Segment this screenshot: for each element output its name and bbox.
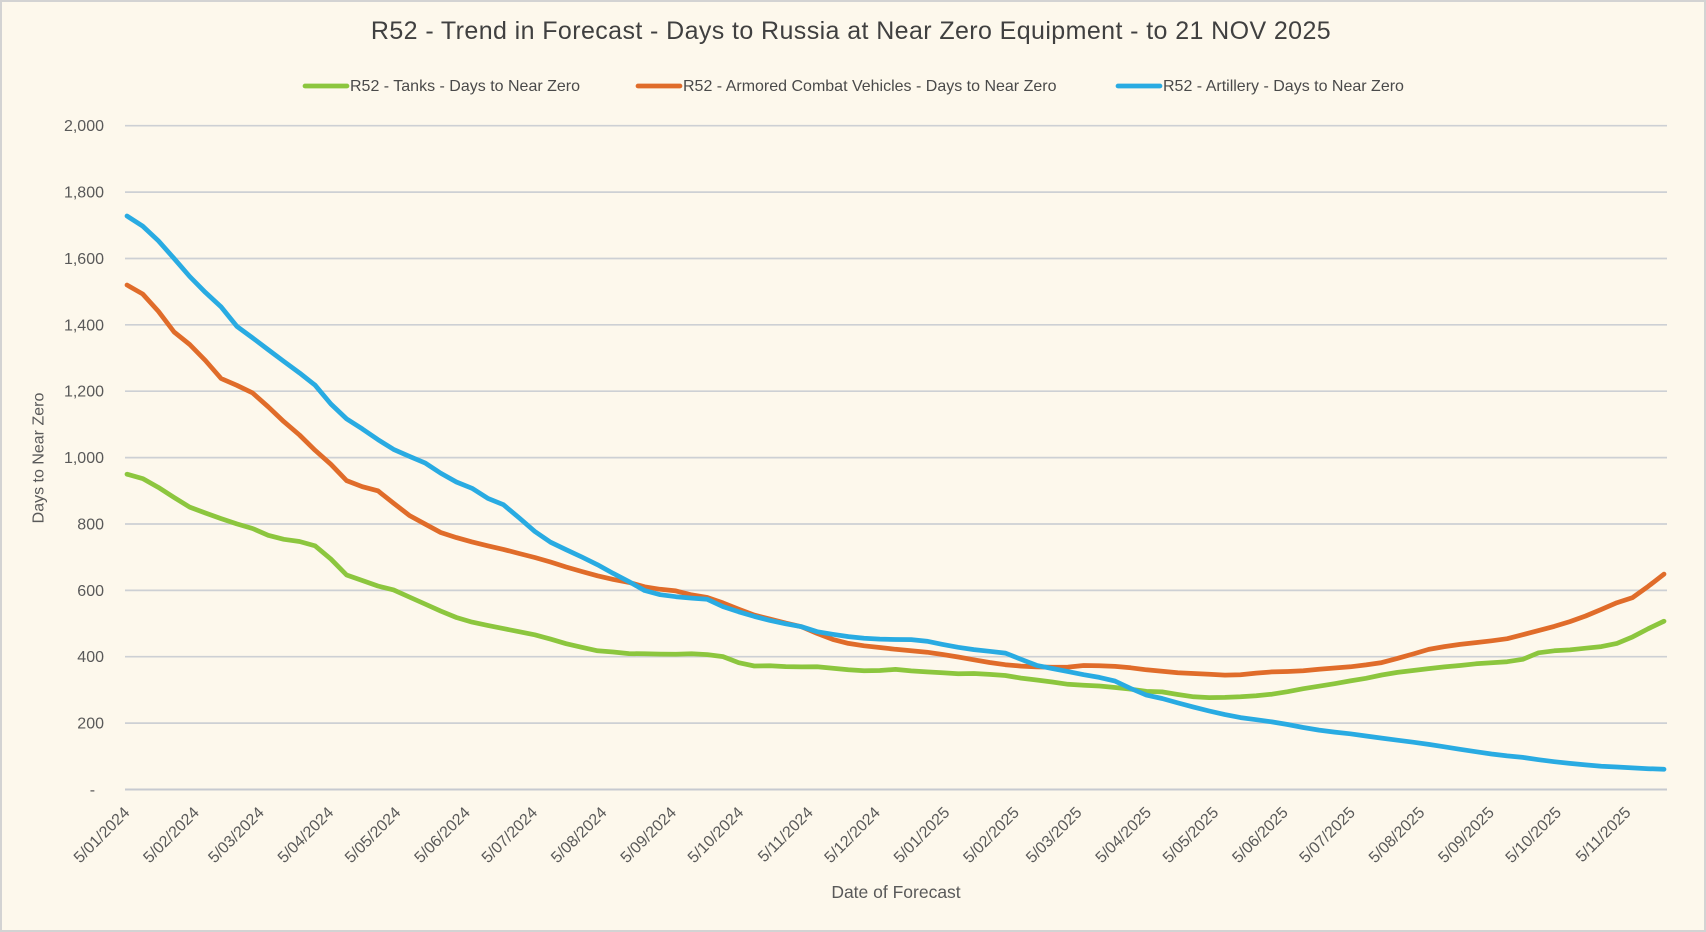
svg-text:2,000: 2,000 [64,118,104,135]
svg-text:1,800: 1,800 [64,185,104,202]
svg-text:Date of Forecast: Date of Forecast [831,882,960,902]
svg-text:5/10/2025: 5/10/2025 [1503,804,1565,866]
svg-text:R52 - Artillery - Days to Near: R52 - Artillery - Days to Near Zero [1163,78,1404,95]
svg-text:5/11/2024: 5/11/2024 [755,804,817,866]
svg-text:5/07/2025: 5/07/2025 [1297,804,1359,866]
svg-text:5/02/2024: 5/02/2024 [140,804,202,866]
svg-text:5/09/2024: 5/09/2024 [618,804,680,866]
svg-text:5/10/2024: 5/10/2024 [685,804,747,866]
svg-text:-: - [90,782,104,799]
svg-text:200: 200 [77,716,104,733]
svg-text:Days to Near Zero: Days to Near Zero [31,393,48,524]
svg-text:5/08/2025: 5/08/2025 [1366,804,1428,866]
svg-text:400: 400 [77,649,104,666]
svg-text:5/04/2024: 5/04/2024 [275,804,337,866]
svg-text:R52 - Trend in Forecast - Days: R52 - Trend in Forecast - Days to Russia… [371,17,1331,45]
svg-text:5/07/2024: 5/07/2024 [479,804,541,866]
svg-text:5/01/2024: 5/01/2024 [71,804,133,866]
svg-text:5/01/2025: 5/01/2025 [891,804,953,866]
svg-text:5/06/2025: 5/06/2025 [1229,804,1291,866]
svg-text:1,000: 1,000 [64,450,104,467]
svg-text:5/03/2025: 5/03/2025 [1023,804,1085,866]
svg-text:5/11/2025: 5/11/2025 [1573,804,1635,866]
svg-text:600: 600 [77,583,104,600]
svg-text:5/08/2024: 5/08/2024 [548,804,610,866]
svg-text:5/03/2024: 5/03/2024 [205,804,267,866]
svg-text:5/06/2024: 5/06/2024 [412,804,474,866]
svg-text:R52 - Armored Combat Vehicles: R52 - Armored Combat Vehicles - Days to … [683,78,1057,95]
svg-text:5/04/2025: 5/04/2025 [1093,804,1155,866]
svg-text:5/09/2025: 5/09/2025 [1435,804,1497,866]
svg-text:5/12/2024: 5/12/2024 [822,804,884,866]
svg-text:R52 - Tanks - Days to Near Zer: R52 - Tanks - Days to Near Zero [350,78,580,95]
svg-text:1,400: 1,400 [64,317,104,334]
svg-text:1,200: 1,200 [64,384,104,401]
svg-text:1,600: 1,600 [64,251,104,268]
svg-text:5/02/2025: 5/02/2025 [960,804,1022,866]
svg-text:800: 800 [77,517,104,534]
svg-text:5/05/2024: 5/05/2024 [342,804,404,866]
svg-text:5/05/2025: 5/05/2025 [1160,804,1222,866]
